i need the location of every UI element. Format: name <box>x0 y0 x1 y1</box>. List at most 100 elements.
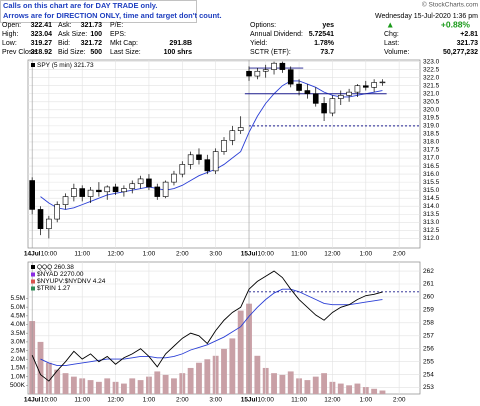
legend-swatch <box>31 265 35 269</box>
candle-body <box>279 62 286 70</box>
quote-value: 100 shrs <box>164 49 193 56</box>
candle-body <box>304 90 311 95</box>
y-tick-label: 322.5 <box>423 66 440 73</box>
y-tick-label: 320.5 <box>423 98 440 105</box>
x-tick-label: 1:00 <box>143 251 156 258</box>
candle-body <box>246 70 252 77</box>
volume-bar <box>354 383 361 394</box>
y-tick-label: 257 <box>423 332 434 339</box>
volume-bar <box>95 381 102 394</box>
y-tick-label: 320.0 <box>423 107 440 114</box>
y2-tick-label: 3.0M <box>11 339 25 346</box>
y-tick-label: 321.0 <box>423 90 440 97</box>
candle-body <box>46 218 52 230</box>
quote-value: 322.41 <box>31 22 53 29</box>
quote-label: Open: <box>2 22 21 29</box>
candle-body <box>96 189 102 193</box>
quote-label: Bid Size: <box>58 49 86 56</box>
volume-bar <box>221 348 227 394</box>
y-tick-label: 313.5 <box>423 211 440 218</box>
quote-value: yes <box>322 22 334 29</box>
volume-bar <box>254 355 261 394</box>
y-tick-label: 262 <box>423 268 434 275</box>
candle-body <box>154 186 161 197</box>
quote-value: 318.92 <box>31 49 53 56</box>
candle-body <box>379 81 386 84</box>
candle-body <box>112 186 119 193</box>
legend-swatch <box>31 272 35 277</box>
x-tick-label: 3:00 <box>209 397 222 404</box>
x-tick-label: 12:00 <box>107 397 124 404</box>
volume-bar <box>279 374 286 394</box>
candle-body <box>196 154 202 160</box>
quote-value: 100 <box>90 31 102 38</box>
y-tick-label: 312.5 <box>423 227 440 234</box>
quote-label: Bid: <box>58 40 70 47</box>
volume-bar <box>54 369 61 394</box>
volume-bar <box>120 383 127 394</box>
quote-value: 321.72 <box>81 40 103 47</box>
candle-body <box>179 164 186 175</box>
candle-body <box>287 69 294 85</box>
candle-body <box>204 159 211 172</box>
x-tick-label: 10:00 <box>258 251 275 258</box>
candle-body <box>146 178 152 188</box>
quote-value: 5.72541 <box>309 31 334 38</box>
legend-entry: SPY (5 min) 321.73 <box>37 62 94 69</box>
y2-tick-label: 5.0M <box>11 304 25 311</box>
volume-bar <box>162 374 169 394</box>
legend-swatch <box>31 279 35 284</box>
change-pct: +0.88% <box>441 19 471 29</box>
candle-body <box>262 69 269 72</box>
quote-date: Wednesday 15-Jul-2020 1:36 pm <box>375 13 478 20</box>
x-tick-label: 1:00 <box>359 397 372 404</box>
y-tick-label: 315.5 <box>423 179 440 186</box>
x-tick-label: 2:00 <box>176 251 189 258</box>
quote-value: 291.8B <box>169 40 192 47</box>
legend-entry: $TRIN 1.27 <box>37 285 71 292</box>
quote-label: Yield: <box>250 40 267 47</box>
x-tick-label: 15Jul <box>241 251 258 258</box>
candle-body <box>237 127 244 132</box>
candle-body <box>137 178 144 185</box>
notes-box <box>0 0 197 23</box>
x-tick-label: 11:00 <box>74 397 90 404</box>
price-line <box>31 270 383 382</box>
candle-body <box>271 62 277 70</box>
y-tick-label: 321.5 <box>423 82 440 89</box>
volume-bar <box>237 310 244 394</box>
y2-tick-label: 2.0M <box>11 356 25 363</box>
y-tick-label: 261 <box>423 281 434 288</box>
candle-body <box>121 188 127 193</box>
legend-entry: $NYUPV:$NYDNV 4.24 <box>37 278 106 285</box>
y-tick-label: 317.5 <box>423 147 440 154</box>
y-tick-label: 323.0 <box>423 58 440 65</box>
x-tick-label: 15Jul <box>241 397 258 404</box>
quote-value: 321.73 <box>457 40 479 47</box>
candle-body <box>171 173 177 183</box>
legend-entry: $NYAD 2270.00 <box>37 271 84 278</box>
y2-tick-label: 2.5M <box>11 347 25 354</box>
y-tick-label: 316.5 <box>423 163 440 170</box>
x-tick-label: 1:00 <box>359 251 372 258</box>
quote-label: P/E: <box>110 22 123 29</box>
candle-body <box>212 151 219 172</box>
y-tick-label: 322.0 <box>423 74 440 81</box>
candle-body <box>321 103 327 114</box>
candle-body <box>354 85 361 93</box>
volume-bar <box>137 380 144 394</box>
candle-body <box>329 98 336 114</box>
y-tick-label: 319.0 <box>423 123 440 130</box>
x-tick-label: 10:00 <box>258 397 275 404</box>
x-tick-label: 10:00 <box>41 397 58 404</box>
credit: © StockCharts.com <box>422 1 478 9</box>
quote-value: 323.04 <box>31 31 53 38</box>
legend-swatch <box>31 286 35 291</box>
candle-body <box>37 209 44 230</box>
y-tick-label: 255 <box>423 358 434 365</box>
volume-bar <box>37 341 44 394</box>
y-tick-label: 254 <box>423 371 434 378</box>
y-tick-label: 318.0 <box>423 139 440 146</box>
y2-tick-label: 1.0M <box>11 373 25 380</box>
x-tick-label: 2:00 <box>176 397 189 404</box>
